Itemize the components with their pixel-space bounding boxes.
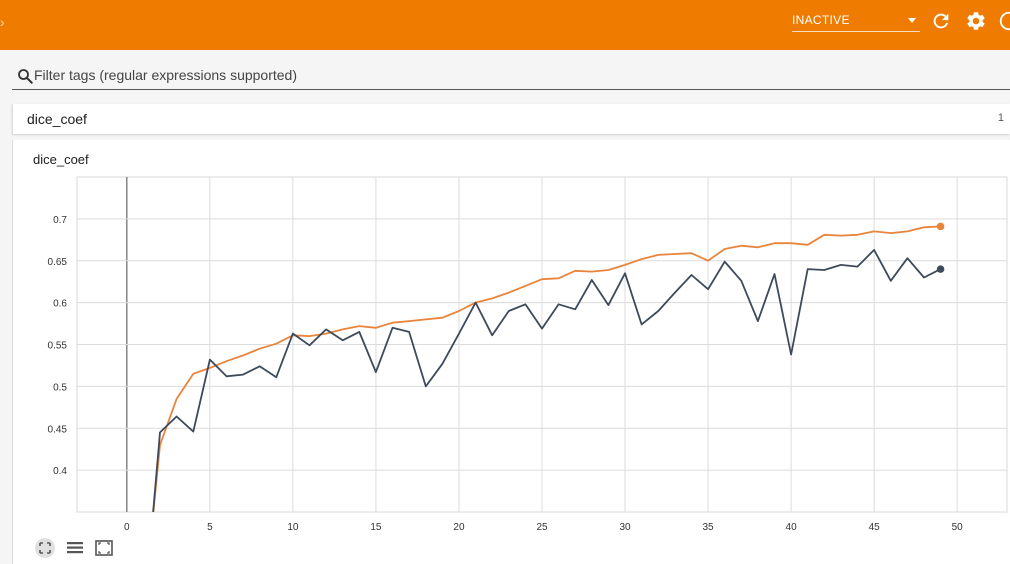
- x-tick-label: 30: [619, 522, 631, 533]
- run-status-value: INACTIVE: [792, 13, 850, 27]
- tag-group-count: 1: [997, 112, 1004, 124]
- y-tick-label: 0.4: [53, 466, 67, 477]
- fit-screen-icon[interactable]: [94, 538, 114, 558]
- y-tick-label: 0.6: [53, 299, 67, 310]
- refresh-icon[interactable]: [930, 10, 952, 32]
- y-tick-label: 0.55: [48, 341, 68, 352]
- x-tick-label: 40: [786, 522, 798, 533]
- filter-tags-bar: [12, 60, 1010, 90]
- run-status-select[interactable]: INACTIVE: [792, 12, 920, 32]
- x-tick-label: 10: [287, 522, 299, 533]
- top-bar: › INACTIVE: [0, 0, 1010, 50]
- list-icon[interactable]: [65, 538, 85, 558]
- chart-title: dice_coef: [33, 152, 89, 167]
- x-tick-label: 20: [453, 522, 465, 533]
- series-line-1: [152, 249, 942, 512]
- expand-icon[interactable]: [35, 538, 55, 558]
- x-tick-label: 50: [952, 522, 964, 533]
- scalar-chart-card: dice_coef 0 5 10 15 20 25 30 35 40 45 50 0.4 0.45 0.5…: [12, 140, 1010, 564]
- x-tick-label: 15: [370, 522, 382, 533]
- x-tick-label: 5: [207, 522, 213, 533]
- help-icon[interactable]: [998, 10, 1010, 32]
- x-tick-label: 0: [124, 522, 130, 533]
- y-tick-label: 0.65: [48, 257, 68, 268]
- menu-edge-icon[interactable]: ›: [0, 14, 5, 30]
- x-tick-label: 35: [703, 522, 715, 533]
- series-last-point-1[interactable]: [936, 265, 945, 273]
- gear-icon[interactable]: [965, 10, 987, 32]
- filter-tags-input[interactable]: [34, 64, 634, 86]
- tag-group-header[interactable]: dice_coef 1: [12, 104, 1010, 134]
- line-chart[interactable]: 0 5 10 15 20 25 30 35 40 45 50 0.4 0.45 0.5 0.55 0.6 0.6…: [13, 140, 1010, 564]
- tag-group-title: dice_coef: [27, 111, 87, 127]
- series-line-0: [152, 225, 941, 512]
- x-tick-label: 25: [536, 522, 548, 533]
- y-tick-label: 0.7: [53, 215, 67, 226]
- series-last-point-0[interactable]: [936, 222, 945, 231]
- search-icon: [18, 69, 33, 84]
- chevron-down-icon: [908, 18, 916, 23]
- x-tick-label: 45: [869, 522, 881, 533]
- y-tick-label: 0.5: [53, 382, 67, 393]
- y-tick-label: 0.45: [48, 424, 68, 435]
